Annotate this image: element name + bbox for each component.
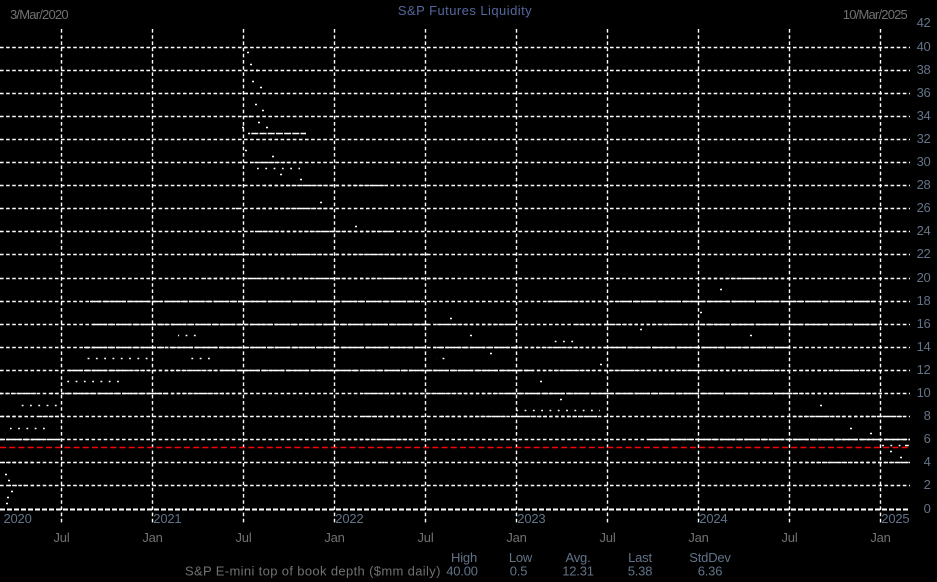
svg-text:24: 24 (917, 223, 931, 238)
svg-text:12: 12 (917, 362, 931, 377)
svg-text:Jan: Jan (324, 530, 344, 545)
svg-text:2: 2 (924, 477, 931, 492)
svg-text:Jan: Jan (688, 530, 708, 545)
svg-text:16: 16 (917, 316, 931, 331)
svg-text:S&P Futures Liquidity: S&P Futures Liquidity (398, 3, 532, 18)
svg-text:14: 14 (917, 339, 931, 354)
svg-text:2021: 2021 (153, 511, 181, 526)
svg-text:2022: 2022 (335, 511, 363, 526)
svg-text:30: 30 (917, 154, 931, 169)
svg-text:2024: 2024 (699, 511, 727, 526)
svg-text:5.38: 5.38 (628, 564, 653, 579)
svg-text:8: 8 (924, 408, 931, 423)
svg-text:34: 34 (917, 108, 931, 123)
svg-text:Jul: Jul (235, 530, 251, 545)
svg-text:20: 20 (917, 270, 931, 285)
svg-text:2025: 2025 (881, 511, 909, 526)
svg-text:Jan: Jan (142, 530, 162, 545)
svg-text:26: 26 (917, 200, 931, 215)
svg-text:StdDev: StdDev (689, 550, 731, 565)
svg-text:Jul: Jul (53, 530, 69, 545)
svg-text:40: 40 (917, 39, 931, 54)
svg-text:0.5: 0.5 (510, 564, 527, 579)
svg-text:0: 0 (924, 501, 931, 516)
svg-text:36: 36 (917, 85, 931, 100)
svg-text:Jan: Jan (870, 530, 890, 545)
svg-text:6.36: 6.36 (698, 564, 723, 579)
svg-text:2020: 2020 (4, 511, 32, 526)
svg-text:Last: Last (628, 550, 652, 565)
svg-text:10/Mar/2025: 10/Mar/2025 (843, 7, 908, 22)
svg-text:38: 38 (917, 62, 931, 77)
svg-text:10: 10 (917, 385, 931, 400)
svg-text:4: 4 (924, 454, 931, 469)
svg-text:2023: 2023 (517, 511, 545, 526)
svg-text:40.00: 40.00 (446, 564, 478, 579)
svg-text:3/Mar/2020: 3/Mar/2020 (10, 7, 68, 22)
svg-text:22: 22 (917, 246, 931, 261)
svg-text:42: 42 (917, 15, 931, 30)
svg-text:Jan: Jan (506, 530, 526, 545)
svg-text:High: High (451, 550, 477, 565)
svg-text:32: 32 (917, 131, 931, 146)
svg-text:6: 6 (924, 431, 931, 446)
svg-text:12.31: 12.31 (562, 564, 594, 579)
svg-text:Jul: Jul (781, 530, 797, 545)
svg-text:28: 28 (917, 177, 931, 192)
svg-text:Jul: Jul (417, 530, 433, 545)
svg-text:Low: Low (509, 550, 533, 565)
svg-text:18: 18 (917, 293, 931, 308)
svg-text:Avg.: Avg. (566, 550, 591, 565)
svg-text:Jul: Jul (599, 530, 615, 545)
svg-text:S&P E-mini top of book depth (: S&P E-mini top of book depth ($mm daily) (185, 564, 441, 579)
